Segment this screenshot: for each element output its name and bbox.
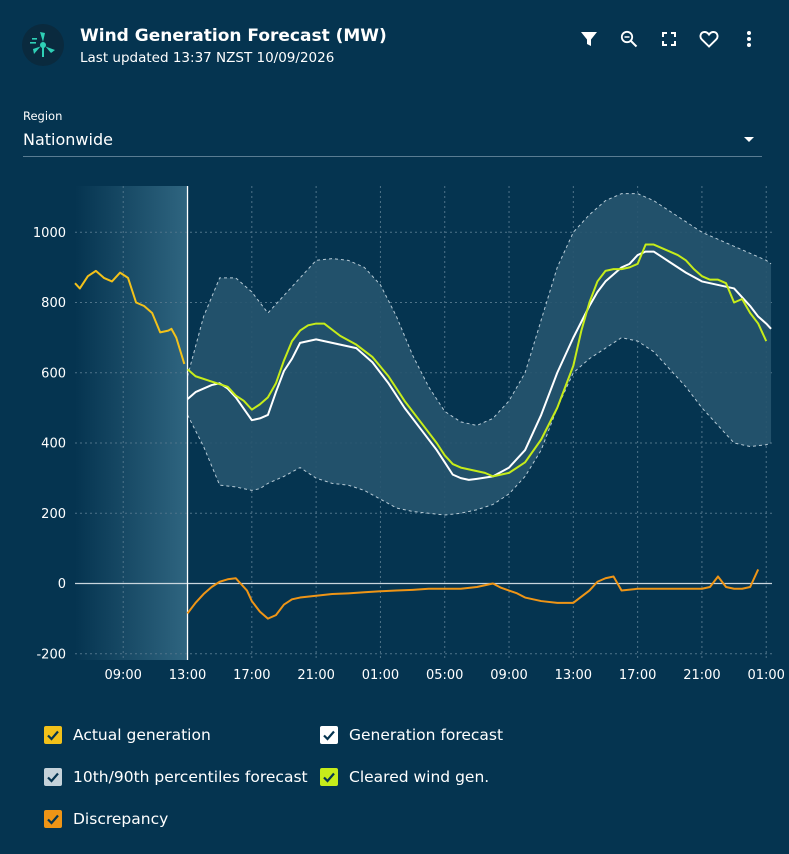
y-tick-label: 200: [41, 507, 66, 522]
region-label: Region: [23, 109, 63, 123]
chevron-down-icon: [744, 137, 754, 142]
checkbox-actual-generation[interactable]: [44, 726, 62, 744]
zoom-icon[interactable]: [616, 28, 642, 50]
fullscreen-icon[interactable]: [656, 28, 682, 50]
checkbox-discrepancy[interactable]: [44, 810, 62, 828]
actual-generation-line: [74, 269, 186, 365]
region-value: Nationwide: [23, 130, 113, 149]
legend-item-percentiles[interactable]: 10th/90th percentiles forecast: [44, 766, 308, 788]
last-updated: Last updated 13:37 NZST 10/09/2026: [80, 50, 335, 66]
y-tick-label: -200: [36, 647, 66, 662]
x-tick-label: 21:00: [683, 668, 720, 683]
wind-turbine-icon: [22, 24, 64, 66]
percentile-10-line: [187, 337, 772, 516]
percentile-band: [187, 193, 772, 516]
x-tick-label: 09:00: [104, 668, 141, 683]
legend-item-discrepancy[interactable]: Discrepancy: [44, 808, 168, 830]
legend-label: Cleared wind gen.: [349, 768, 490, 786]
cleared-wind-gen-line: [186, 243, 768, 478]
x-tick-label: 13:00: [169, 668, 206, 683]
x-tick-label: 09:00: [490, 668, 527, 683]
checkbox-percentiles[interactable]: [44, 768, 62, 786]
x-tick-label: 01:00: [747, 668, 784, 683]
legend-label: 10th/90th percentiles forecast: [73, 768, 308, 786]
wind-forecast-chart[interactable]: -200 0 200 400 600 800 1000 09:00 13:00 17:00 21:0…: [0, 160, 789, 700]
percentile-90-line: [187, 193, 772, 426]
legend-item-generation-forecast[interactable]: Generation forecast: [320, 724, 503, 746]
generation-forecast-line: [186, 250, 772, 481]
legend-item-cleared-wind-gen[interactable]: Cleared wind gen.: [320, 766, 489, 788]
legend-item-actual-generation[interactable]: Actual generation: [44, 724, 211, 746]
y-tick-label: 800: [41, 296, 66, 311]
filter-icon[interactable]: [576, 28, 602, 50]
x-tick-label: 05:00: [426, 668, 463, 683]
legend: Actual generation Generation forecast 10…: [0, 720, 789, 840]
legend-label: Generation forecast: [349, 726, 504, 744]
past-period-shading: [75, 186, 188, 660]
legend-label: Actual generation: [73, 726, 211, 744]
region-select[interactable]: Nationwide: [23, 126, 762, 157]
discrepancy-line: [186, 569, 760, 620]
x-tick-label: 13:00: [555, 668, 592, 683]
x-tick-label: 01:00: [362, 668, 399, 683]
checkbox-generation-forecast[interactable]: [320, 726, 338, 744]
y-tick-label: 1000: [33, 226, 66, 241]
more-vert-icon[interactable]: [736, 28, 762, 50]
y-tick-label: 400: [41, 437, 66, 452]
x-tick-label: 17:00: [619, 668, 656, 683]
checkbox-cleared-wind-gen[interactable]: [320, 768, 338, 786]
y-tick-label: 600: [41, 366, 66, 381]
y-tick-label: 0: [58, 577, 66, 592]
legend-label: Discrepancy: [73, 810, 169, 828]
header: Wind Generation Forecast (MW) Last updat…: [0, 0, 789, 90]
x-tick-label: 17:00: [233, 668, 270, 683]
x-tick-label: 21:00: [297, 668, 334, 683]
page-title: Wind Generation Forecast (MW): [80, 26, 387, 46]
heart-icon[interactable]: [696, 28, 722, 50]
